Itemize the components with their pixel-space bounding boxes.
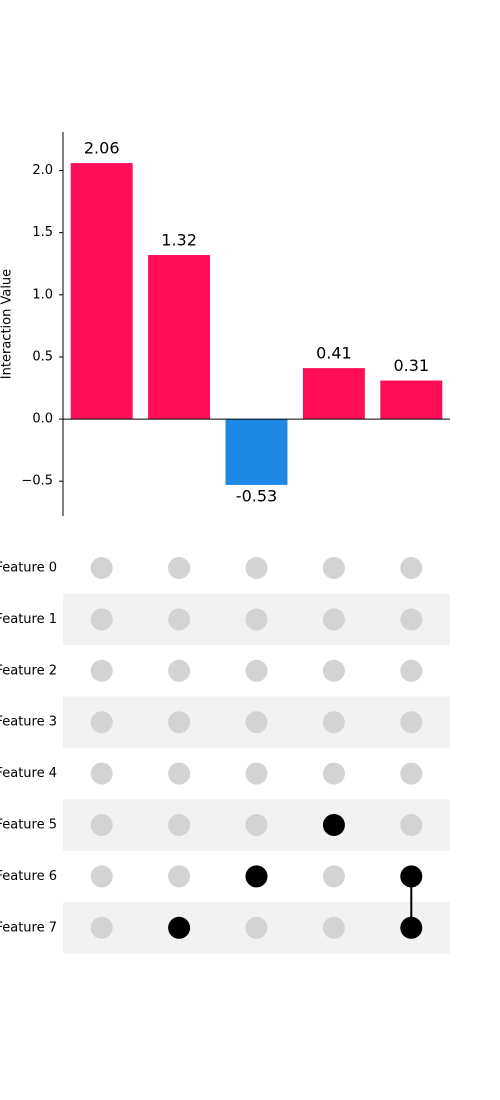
- value-label: 2.06: [84, 139, 120, 158]
- feature-label: Feature 5: [0, 818, 57, 833]
- inactive-dot: [90, 814, 113, 836]
- inactive-dot: [168, 865, 191, 888]
- inactive-dot: [400, 659, 423, 682]
- feature-label: Feature 6: [0, 869, 57, 884]
- inactive-dot: [400, 557, 423, 579]
- bar: [225, 419, 288, 485]
- y-tick-label: 0.5: [32, 349, 53, 364]
- value-label: 0.41: [316, 344, 352, 363]
- inactive-dot: [90, 608, 113, 631]
- active-dot: [168, 916, 191, 939]
- inactive-dot: [400, 762, 423, 785]
- inactive-dot: [245, 557, 268, 579]
- inactive-dot: [90, 557, 113, 579]
- inactive-dot: [322, 659, 345, 682]
- y-tick-label: 1.0: [32, 287, 53, 302]
- y-axis-label: Interaction Value: [0, 269, 15, 379]
- inactive-dot: [168, 659, 191, 682]
- inactive-dot: [322, 608, 345, 631]
- inactive-dot: [90, 711, 113, 734]
- feature-label: Feature 3: [0, 715, 57, 730]
- inactive-dot: [168, 711, 191, 734]
- inactive-dot: [90, 916, 113, 939]
- inactive-dot: [245, 711, 268, 734]
- inactive-dot: [90, 659, 113, 682]
- inactive-dot: [245, 916, 268, 939]
- inactive-dot: [400, 814, 423, 836]
- y-tick-label: 0.0: [32, 412, 53, 427]
- feature-label: Feature 0: [0, 561, 57, 576]
- inactive-dot: [245, 659, 268, 682]
- inactive-dot: [168, 762, 191, 785]
- feature-label: Feature 7: [0, 920, 57, 935]
- inactive-dot: [322, 557, 345, 579]
- inactive-dot: [245, 814, 268, 836]
- value-label: 0.31: [393, 356, 429, 375]
- inactive-dot: [322, 762, 345, 785]
- feature-label: Feature 4: [0, 766, 57, 781]
- y-tick-label: −0.5: [21, 474, 53, 489]
- value-label: -0.53: [236, 486, 277, 505]
- inactive-dot: [322, 916, 345, 939]
- inactive-dot: [245, 608, 268, 631]
- inactive-dot: [168, 608, 191, 631]
- bar: [302, 368, 365, 420]
- bar: [70, 163, 133, 420]
- active-dot: [322, 814, 345, 836]
- bar: [148, 255, 211, 420]
- feature-label: Feature 2: [0, 663, 57, 678]
- feature-label: Feature 1: [0, 612, 57, 627]
- inactive-dot: [322, 865, 345, 888]
- inactive-dot: [400, 608, 423, 631]
- active-dot: [400, 865, 423, 888]
- value-label: 1.32: [161, 231, 197, 250]
- y-tick-label: 1.5: [32, 225, 53, 240]
- inactive-dot: [245, 762, 268, 785]
- active-dot: [400, 916, 423, 939]
- inactive-dot: [168, 557, 191, 579]
- active-dot: [245, 865, 268, 888]
- inactive-dot: [400, 711, 423, 734]
- y-tick-label: 2.0: [32, 163, 53, 178]
- inactive-dot: [168, 814, 191, 836]
- inactive-dot: [90, 865, 113, 888]
- inactive-dot: [90, 762, 113, 785]
- bar: [380, 380, 443, 420]
- inactive-dot: [322, 711, 345, 734]
